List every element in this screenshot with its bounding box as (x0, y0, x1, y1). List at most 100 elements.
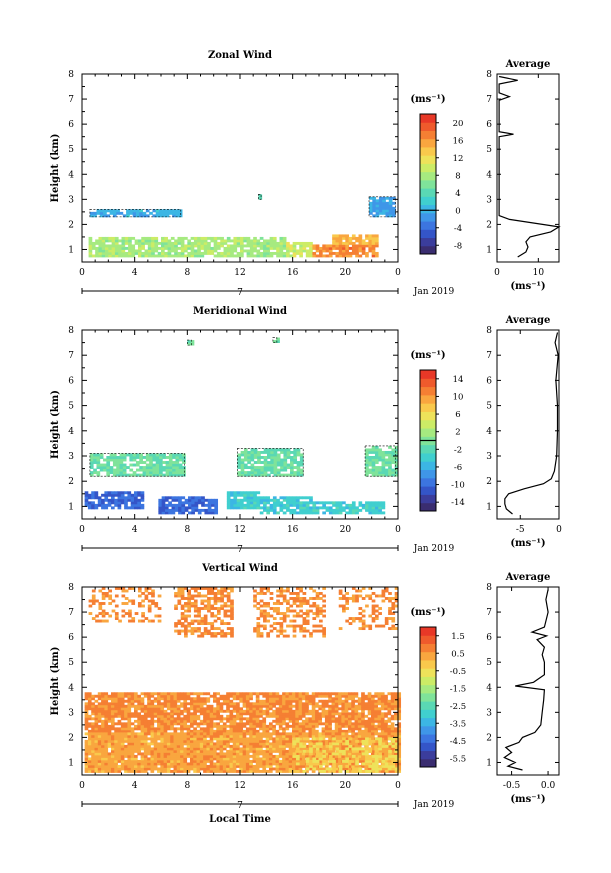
heat-cell (147, 714, 151, 718)
heat-cell (384, 704, 388, 708)
heat-cell (289, 249, 294, 253)
heat-cell (257, 458, 261, 462)
heat-cell (351, 727, 355, 731)
heat-cell (290, 450, 294, 454)
heat-cell (357, 717, 362, 721)
heat-cell (110, 714, 115, 718)
heat-cell (196, 752, 201, 756)
heat-cell (357, 729, 362, 733)
heat-cell (91, 717, 95, 721)
heat-cell (292, 759, 296, 763)
heat-cell (170, 241, 175, 245)
heat-cell (187, 244, 192, 248)
heat-cell (308, 732, 313, 736)
heat-cell (377, 702, 382, 706)
heat-cell (141, 244, 145, 248)
heat-cell (116, 463, 120, 467)
heat-cell (391, 471, 396, 475)
heat-cell (384, 749, 388, 753)
heat-cell (137, 244, 142, 248)
heat-cell (91, 757, 95, 761)
heat-cell (295, 747, 300, 751)
heat-cell (96, 456, 101, 459)
heat-cell (371, 759, 375, 763)
heat-cell (203, 727, 207, 731)
heat-cell (278, 704, 283, 708)
heat-cell (106, 463, 111, 467)
heat-cell (293, 456, 298, 459)
heat-cell (107, 714, 112, 718)
heat-cell (112, 214, 117, 218)
heat-cell (374, 471, 379, 475)
heat-cell (342, 501, 346, 505)
heat-cell (107, 734, 112, 738)
zero-contour (187, 339, 192, 346)
heat-cell (226, 254, 231, 258)
heat-cell (371, 458, 376, 462)
heat-cell (182, 473, 186, 477)
heat-cell (127, 699, 132, 703)
heat-cell (381, 511, 386, 515)
heat-cell (114, 732, 118, 736)
heat-cell (199, 727, 204, 731)
heat-cell (222, 722, 227, 726)
heat-cell (237, 473, 242, 477)
heat-cell (394, 461, 399, 464)
heat-cell (295, 732, 299, 736)
heat-cell (345, 506, 350, 510)
heat-cell (114, 254, 119, 258)
heat-cell (150, 724, 155, 728)
heat-cell (109, 453, 114, 457)
heat-cell (369, 206, 373, 210)
heat-cell (394, 694, 398, 698)
heat-cell (288, 712, 293, 716)
heat-cell (236, 501, 241, 505)
heat-cell (365, 747, 369, 751)
heat-cell (315, 254, 320, 258)
heat-cell (91, 727, 95, 731)
heat-cell (134, 762, 138, 766)
heat-cell (263, 448, 268, 452)
heat-cell (174, 498, 179, 502)
heat-cell (249, 732, 253, 736)
heat-cell (262, 722, 267, 726)
heat-cell (245, 754, 250, 758)
heat-cell (309, 506, 313, 510)
heat-cell (114, 757, 118, 761)
heat-cell (130, 501, 135, 505)
heat-cell (189, 692, 194, 696)
heat-cell (165, 471, 170, 475)
heat-cell (88, 599, 93, 603)
heat-cell (226, 692, 230, 696)
heat-cell (150, 719, 155, 723)
heat-cell (117, 719, 122, 723)
heat-cell (371, 448, 376, 452)
heat-cell (311, 717, 316, 721)
heat-cell (368, 244, 373, 248)
heat-cell (378, 503, 382, 507)
heat-cell (334, 699, 339, 703)
heat-cell (143, 722, 148, 726)
heat-cell (105, 246, 109, 250)
heat-cell (117, 722, 122, 726)
heat-cell (197, 508, 202, 512)
heat-cell (338, 722, 342, 726)
heat-cell (197, 236, 201, 240)
heat-cell (180, 709, 184, 713)
heat-cell (268, 712, 273, 716)
heat-cell (322, 249, 326, 253)
heat-cell (184, 249, 188, 253)
heat-cell (91, 704, 95, 708)
heat-cell (374, 747, 378, 751)
heat-cell (397, 752, 402, 756)
heat-cell (120, 712, 125, 716)
heat-cell (105, 251, 109, 255)
heat-cell (187, 511, 192, 515)
heat-cell (255, 762, 260, 766)
heat-cell (302, 496, 307, 500)
heat-cell (216, 236, 221, 240)
heat-cell (361, 251, 366, 255)
heat-cell (124, 692, 128, 696)
heat-cell (142, 211, 147, 215)
heat-cell (163, 769, 168, 773)
